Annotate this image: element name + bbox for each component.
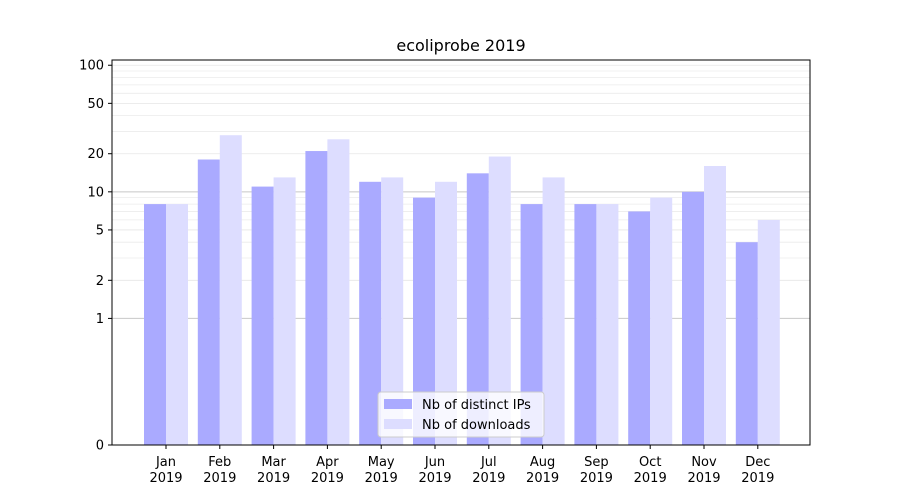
- bar-downloads: [488, 156, 511, 446]
- bar-distinct-ips: [305, 151, 328, 445]
- legend: Nb of distinct IPs Nb of downloads: [377, 391, 545, 438]
- bar-distinct-ips: [251, 186, 274, 446]
- x-tick-label: Jul 2019: [472, 455, 505, 486]
- bar-distinct-ips: [682, 191, 704, 445]
- x-tick-label: Apr 2019: [311, 455, 344, 486]
- x-tick-label: Oct 2019: [634, 455, 667, 486]
- bar-downloads: [757, 219, 780, 445]
- bar-distinct-ips: [735, 242, 758, 445]
- y-tick-label: 10: [87, 185, 104, 200]
- x-tick-label: Jan 2019: [149, 455, 182, 486]
- chart-title: ecoliprobe 2019: [396, 36, 525, 55]
- y-tick-label: 2: [96, 274, 104, 289]
- bar-downloads: [435, 181, 457, 445]
- y-tick-label: 100: [79, 59, 104, 74]
- x-tick-label: Feb 2019: [203, 455, 236, 486]
- axes: 0 1 2 5 10 20 50 100 Jan 2019 Feb 2019 Mar 2019 Apr 201…: [79, 59, 774, 486]
- legend-label: Nb of downloads: [422, 418, 531, 433]
- bars: [144, 135, 780, 446]
- x-tick-label: Nov 2019: [687, 455, 720, 486]
- x-tick-label: Aug 2019: [526, 455, 559, 486]
- bar-downloads: [219, 135, 242, 445]
- bar-downloads: [542, 177, 565, 446]
- x-tick-label: May 2019: [365, 455, 398, 486]
- y-tick-label: 5: [96, 223, 104, 238]
- bar-downloads: [596, 204, 619, 445]
- plot-frame: [111, 59, 811, 446]
- legend-swatch: [384, 399, 412, 409]
- bar-distinct-ips: [628, 211, 651, 445]
- legend-label: Nb of distinct IPs: [422, 398, 531, 413]
- bar-distinct-ips: [197, 159, 220, 445]
- x-tick-label: Jun 2019: [418, 455, 451, 486]
- bar-downloads: [273, 177, 296, 446]
- bar-distinct-ips: [413, 197, 435, 445]
- y-tick-label: 0: [96, 439, 104, 454]
- y-tick-label: 1: [96, 312, 104, 327]
- bar-downloads: [704, 165, 726, 446]
- bar-downloads: [381, 177, 404, 446]
- bar-distinct-ips: [574, 204, 597, 445]
- bar-distinct-ips: [359, 181, 382, 445]
- bar-distinct-ips: [466, 173, 489, 445]
- bar-downloads: [327, 139, 350, 445]
- bar-downloads: [166, 204, 188, 445]
- x-tick-label: Sep 2019: [580, 455, 613, 486]
- legend-swatch: [384, 419, 412, 429]
- bar-distinct-ips: [144, 204, 166, 445]
- x-tick-label: Mar 2019: [257, 455, 290, 486]
- y-tick-label: 20: [87, 147, 104, 162]
- bar-downloads: [650, 197, 673, 445]
- bar-distinct-ips: [520, 204, 543, 445]
- y-tick-label: 50: [87, 97, 104, 112]
- legend-box: [377, 391, 545, 438]
- x-tick-label: Dec 2019: [741, 455, 774, 486]
